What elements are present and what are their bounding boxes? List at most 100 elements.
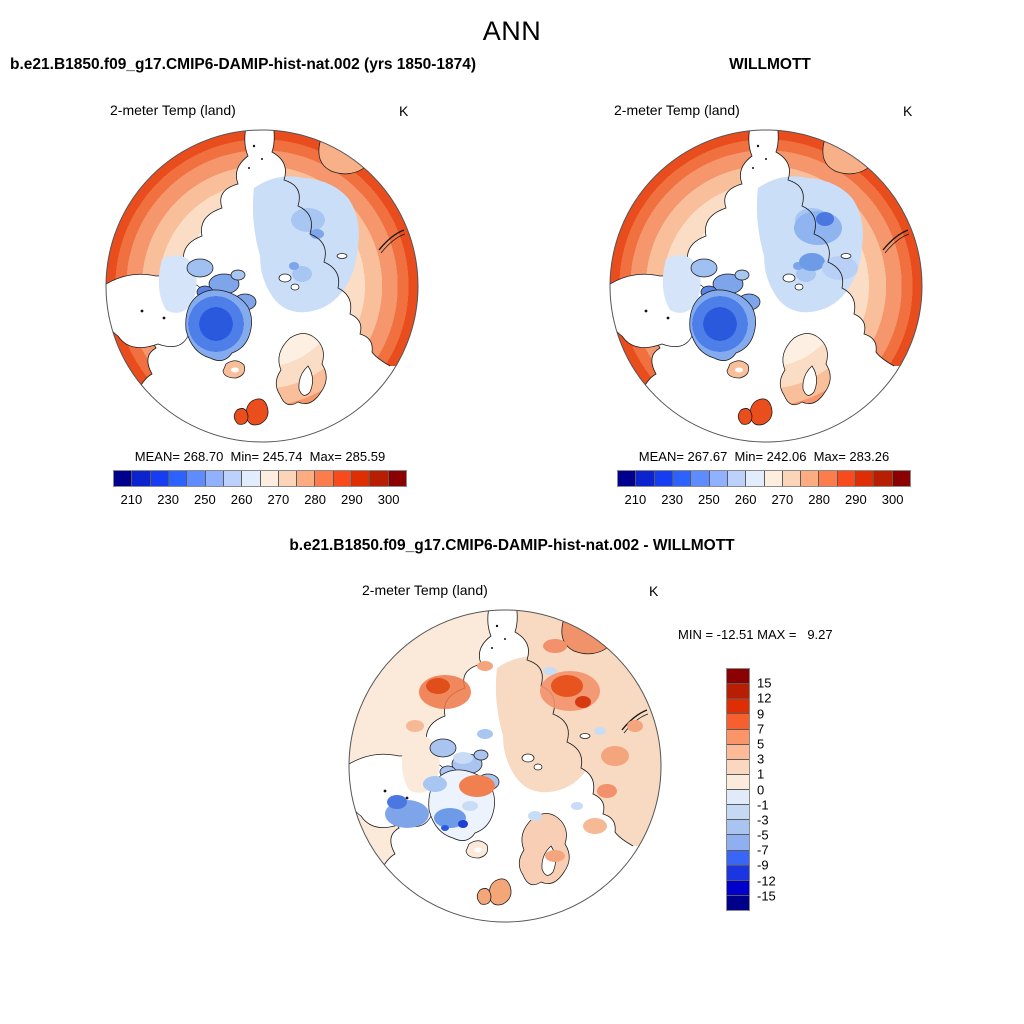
diff-case-title: b.e21.B1850.f09_g17.CMIP6-DAMIP-hist-nat… (289, 537, 735, 554)
small-island-dot (752, 167, 754, 169)
colorbar-tick-label: -15 (757, 888, 776, 904)
obs-stronger-cold-overlay (794, 211, 858, 280)
polar-map-svg (105, 129, 419, 443)
colorbar-segment (370, 471, 389, 486)
novaya-zemlya-island (380, 233, 406, 254)
lake-dot (666, 316, 670, 320)
small-island-dot (491, 647, 493, 649)
arctic-archipelago-island (473, 749, 489, 761)
map-boundary-circle (105, 129, 419, 443)
small-island-dot (261, 158, 263, 160)
siberia-cold-core (291, 208, 325, 232)
colorbar-tick-label: 300 (881, 492, 904, 507)
colorbar-tick-label: 260 (230, 492, 253, 507)
model-map (102, 126, 422, 446)
colorbar-segment (801, 471, 820, 486)
model-colorbar-ticks: 210 230 250 260 270 280 290 300 (113, 492, 407, 507)
novaya-zemlya-island (884, 233, 910, 254)
colorbar-segment (892, 471, 910, 486)
polar-map-svg (609, 129, 923, 443)
colorbar-tick-label: 15 (757, 675, 772, 691)
colorbar-tick-label: 12 (757, 690, 772, 706)
small-island-dot (252, 144, 256, 148)
colorbar-tick-label: -5 (757, 827, 769, 843)
iceland-interior (231, 367, 239, 373)
map-boundary-circle (609, 129, 923, 443)
colorbar-tick-label: 270 (267, 492, 290, 507)
diff-colorbar-ticks: 15 12 9 7 5 3 1 0 -1 -3 -5 -7 -9 -12 -15 (757, 668, 791, 911)
colorbar-segment (727, 820, 749, 836)
svalbard-island (782, 273, 796, 283)
colorbar-tick-label: 290 (845, 492, 867, 507)
scandinavia (779, 333, 831, 406)
colorbar-segment (205, 471, 224, 486)
ireland (737, 408, 753, 425)
colorbar-tick-label: 210 (120, 492, 143, 507)
colorbar-segment (727, 865, 749, 881)
arctic-archipelago-island (186, 258, 214, 278)
colorbar-segment (727, 774, 749, 790)
diff-stats-line: MIN = -12.51 MAX = 9.27 (678, 627, 833, 642)
north-america-landmass (349, 610, 495, 906)
svalbard-island (290, 283, 300, 291)
obs-variable-label: 2-meter Temp (land) (614, 102, 740, 118)
colorbar-tick-label: 290 (341, 492, 363, 507)
iceland-interior (735, 367, 743, 373)
great-britain (749, 398, 773, 426)
colorbar-segment (727, 714, 749, 730)
colorbar-segment (352, 471, 371, 486)
lake-dot (644, 309, 648, 313)
colorbar-segment (727, 744, 749, 760)
arctic-archipelago-island (429, 738, 457, 758)
colorbar-segment (727, 471, 747, 486)
colorbar-segment (333, 471, 353, 486)
colorbar-segment (727, 850, 749, 866)
greenland (185, 289, 252, 361)
lake-dot (162, 316, 166, 320)
colorbar-tick-label: 300 (377, 492, 400, 507)
colorbar-segment (260, 471, 279, 486)
novaya-zemlya-island (378, 229, 405, 251)
colorbar-tick-label: 9 (757, 706, 765, 722)
small-island-dot (248, 167, 250, 169)
colorbar-segment (187, 471, 206, 486)
colorbar-tick-label: 280 (808, 492, 830, 507)
lake-dot (383, 789, 387, 793)
obs-units-label: K (903, 103, 913, 119)
polar-map-svg (348, 609, 662, 923)
scandinavia (275, 333, 327, 406)
model-units-label: K (399, 103, 409, 119)
siberia-cold-core (310, 229, 324, 239)
colorbar-tick-label: 5 (757, 736, 765, 752)
colorbar-tick-label: -12 (757, 873, 776, 889)
colorbar-segment (727, 729, 749, 745)
colorbar-tick-label: 1 (757, 766, 765, 782)
siberia-cold-core (289, 262, 299, 270)
model-colorbar (113, 470, 407, 487)
baltic-sea (298, 365, 313, 396)
obs-case-title: WILLMOTT (729, 56, 811, 73)
colorbar-tick-label: 250 (194, 492, 216, 507)
season-title: ANN (482, 16, 542, 46)
eurasia-coastline (510, 610, 634, 847)
colorbar-segment (727, 699, 749, 715)
svalbard-island (278, 273, 292, 283)
colorbar-segment (727, 759, 749, 775)
diff-variable-label: 2-meter Temp (land) (362, 582, 488, 598)
model-case-title: b.e21.B1850.f09_g17.CMIP6-DAMIP-hist-nat… (10, 56, 477, 73)
map-boundary-circle (348, 609, 662, 923)
colorbar-segment (691, 471, 710, 486)
difference-anomaly-overlay (385, 639, 643, 862)
colorbar-segment (672, 471, 692, 486)
small-island-dot (756, 144, 760, 148)
colorbar-tick-label: 210 (624, 492, 647, 507)
colorbar-segment (782, 471, 802, 486)
colorbar-tick-label: 230 (661, 492, 683, 507)
colorbar-segment (837, 471, 857, 486)
svalbard-island (533, 763, 543, 771)
colorbar-segment (278, 471, 298, 486)
colorbar-tick-label: 3 (757, 751, 765, 767)
colorbar-tick-label: 270 (771, 492, 794, 507)
colorbar-segment (654, 471, 673, 486)
